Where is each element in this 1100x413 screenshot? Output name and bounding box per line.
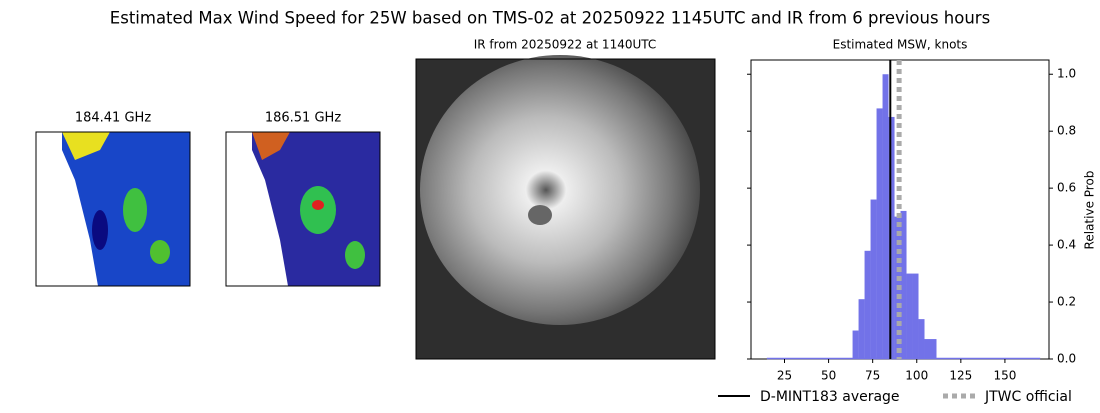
bar: [870, 199, 877, 359]
panel-title: IR from 20250922 at 1140UTC: [474, 38, 657, 52]
y-tick-label: 0.0: [1057, 352, 1076, 366]
figure-title: Estimated Max Wind Speed for 25W based o…: [110, 9, 990, 28]
bar: [858, 299, 865, 359]
y-tick-label: 0.6: [1057, 181, 1076, 195]
y-tick-label: 0.8: [1057, 124, 1076, 138]
bar: [900, 210, 907, 359]
x-tick-label: 75: [865, 369, 880, 383]
bar: [864, 250, 871, 359]
y-tick-label: 1.0: [1057, 67, 1076, 81]
chart-title: Estimated MSW, knots: [833, 38, 968, 52]
panel-frame: [225, 131, 381, 287]
ir-image: [416, 55, 715, 359]
bar: [876, 108, 883, 360]
x-tick-label: 125: [949, 369, 972, 383]
panel-frame: [35, 131, 191, 287]
y-tick-label: 0.4: [1057, 238, 1076, 252]
legend-label: D-MINT183 average: [760, 389, 900, 405]
bar: [930, 339, 937, 359]
bar: [924, 339, 931, 359]
x-tick-label: 25: [777, 369, 792, 383]
y-axis-label: Relative Prob: [1083, 171, 1097, 250]
panel-frame: [415, 58, 716, 360]
bar: [912, 273, 919, 359]
y-tick-label: 0.2: [1057, 295, 1076, 309]
bar: [906, 273, 913, 359]
bar: [882, 74, 889, 359]
x-tick-label: 150: [993, 369, 1016, 383]
x-tick-label: 100: [905, 369, 928, 383]
panel-title: 186.51 GHz: [265, 111, 341, 126]
bar: [852, 330, 859, 359]
microwave-image: [36, 132, 190, 286]
microwave-image: [226, 132, 380, 286]
bar: [888, 116, 895, 359]
legend-label: JTWC official: [984, 389, 1072, 405]
panel-title: 184.41 GHz: [75, 111, 151, 126]
x-tick-label: 50: [821, 369, 836, 383]
bar: [918, 319, 925, 359]
